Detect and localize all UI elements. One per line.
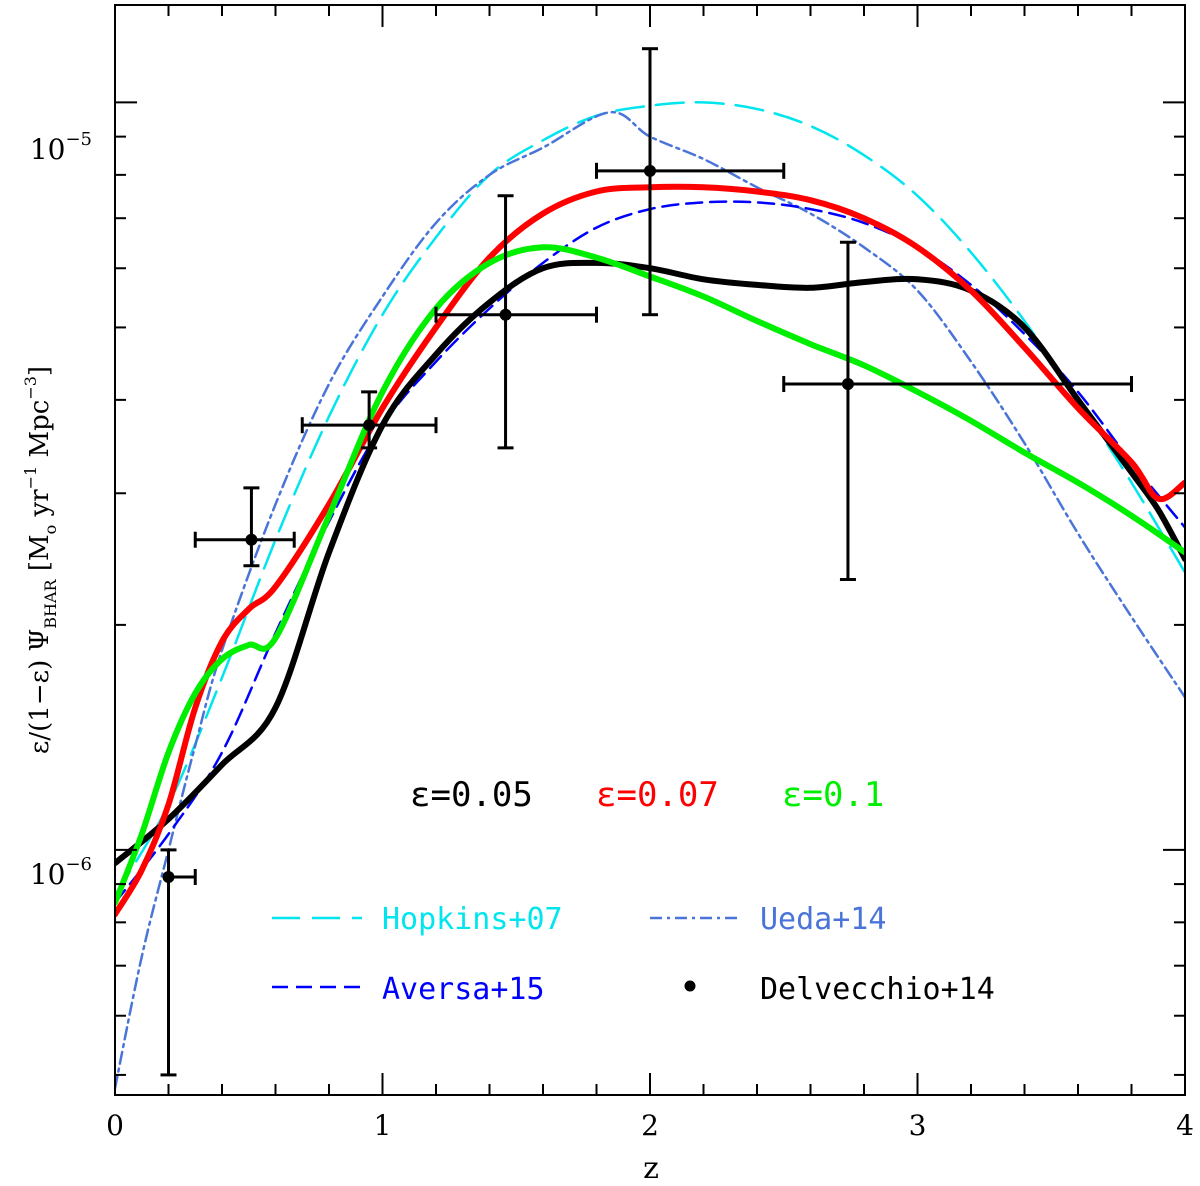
y-axis-label: ε/(1−ε) ΨBHAR [Mo yr−1 Mpc−3] [21, 366, 60, 754]
series-line--0.1 [115, 244, 1185, 906]
y-tick-label-1e-6: 10−6 [30, 854, 92, 891]
datapoint [160, 848, 197, 1077]
datapoint-marker [841, 378, 854, 391]
datapoint-marker [245, 533, 258, 546]
epsilon-label-0.05: ε=0.05 [410, 775, 533, 815]
y-tick-label-1e-5: 10−5 [30, 129, 92, 166]
y-label-sup2: −3 [21, 376, 40, 400]
ticks-layer [115, 5, 1185, 1095]
y-label-suffix: ] [25, 366, 55, 376]
y-label-mid2: yr [25, 489, 55, 525]
y-label-sub1: BHAR [41, 578, 60, 628]
series-line--0.07 [115, 183, 1185, 918]
y-label-mid3: Mpc [25, 400, 55, 466]
legend-label-delvecchio: Delvecchio+14 [760, 972, 995, 1007]
legend-label-hopkins: Hopkins+07 [382, 902, 563, 937]
y-tick-exp: −6 [65, 854, 92, 875]
legend-marker-delvecchio [684, 980, 696, 992]
legend: Hopkins+07 Ueda+14 Aversa+15 Delvecchio+… [272, 902, 995, 1007]
x-tick-label: 2 [641, 1109, 659, 1142]
legend-label-ueda: Ueda+14 [760, 902, 886, 937]
y-label-mid: [M [25, 534, 55, 579]
datapoint [434, 194, 598, 450]
series-line--0.05 [115, 259, 1185, 867]
x-tick-label: 4 [1176, 1109, 1194, 1142]
y-label-prefix: ε/(1−ε) Ψ [25, 629, 55, 754]
datapoint-marker [644, 164, 656, 177]
datapoint [193, 486, 296, 568]
x-tick-label: 3 [909, 1109, 927, 1142]
datapoint-marker [499, 308, 512, 321]
x-tick-label: 1 [374, 1109, 392, 1142]
y-label-sup1: −1 [21, 466, 40, 490]
epsilon-label-0.07: ε=0.07 [596, 775, 719, 815]
datapoint [300, 390, 438, 450]
legend-label-aversa: Aversa+15 [382, 972, 545, 1007]
epsilon-label-0.1: ε=0.1 [782, 775, 884, 815]
datapoint-marker [162, 870, 175, 883]
datapoint [782, 240, 1133, 582]
plot-frame [114, 4, 1186, 1096]
y-label-sub2: o [41, 525, 60, 535]
datapoint [595, 47, 786, 317]
y-tick-base: 10 [30, 133, 66, 166]
x-tick-labels: 0 1 2 3 4 [106, 1109, 1194, 1142]
series-line-ueda-14 [115, 111, 1185, 1090]
y-tick-exp: −5 [65, 129, 92, 150]
y-tick-base: 10 [30, 858, 66, 891]
x-axis-label: z [643, 1151, 659, 1186]
series-line-hopkins-07 [115, 101, 1185, 897]
x-tick-label: 0 [106, 1109, 124, 1142]
datapoint-marker [363, 419, 376, 432]
curves-layer [115, 101, 1185, 1090]
datapoints-layer [160, 47, 1133, 1077]
